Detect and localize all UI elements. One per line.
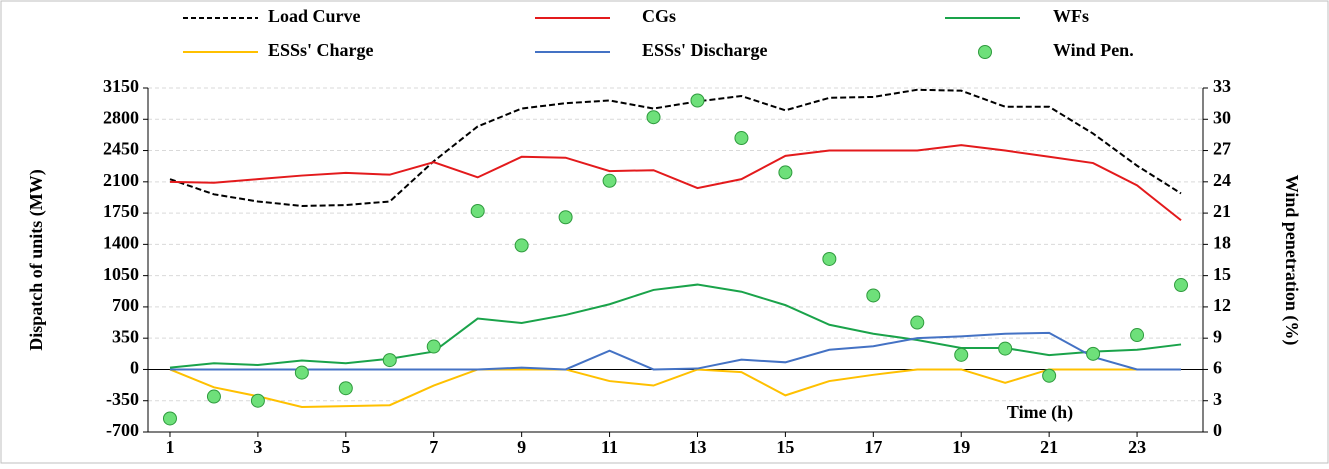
legend-label: Wind Pen.: [1053, 40, 1134, 60]
scatter-point: [778, 165, 793, 180]
scatter-point: [1174, 278, 1189, 293]
scatter-point: [734, 131, 749, 146]
x-tick-label: 11: [601, 437, 618, 457]
scatter-point: [1086, 346, 1101, 361]
series-line: [169, 331, 1182, 371]
y-tick-label: 2100: [103, 170, 139, 190]
scatter-point: [250, 393, 265, 408]
x-tick-label: 17: [864, 437, 882, 457]
scatter-point: [426, 339, 441, 354]
scatter-point: [338, 381, 353, 396]
scatter-point: [602, 173, 617, 188]
y-tick-label: 1050: [103, 264, 139, 284]
x-tick-label: 15: [776, 437, 794, 457]
scatter-point: [206, 389, 221, 404]
series-line: [169, 88, 1182, 207]
y2-tick-label: 9: [1213, 326, 1222, 346]
y2-tick-label: 21: [1213, 201, 1231, 221]
y-axis-title: Dispatch of units (MW): [26, 169, 47, 351]
y-tick-label: 700: [112, 295, 139, 315]
y-tick-label: 0: [130, 358, 139, 378]
y2-tick-label: 18: [1213, 232, 1231, 252]
x-tick-label: 9: [517, 437, 526, 457]
scatter-point: [162, 411, 177, 426]
y2-tick-label: 33: [1213, 76, 1231, 96]
y2-tick-label: 12: [1213, 295, 1231, 315]
legend-label: ESSs' Charge: [268, 40, 374, 60]
legend-label: CGs: [642, 6, 676, 26]
legend-label: ESSs' Discharge: [642, 40, 768, 60]
scatter-point: [998, 341, 1013, 356]
x-tick-label: 5: [341, 437, 350, 457]
x-tick-label: 19: [952, 437, 970, 457]
y-tick-label: 1750: [103, 201, 139, 221]
legend-label: Load Curve: [268, 6, 361, 26]
scatter-point: [690, 93, 705, 108]
series-line: [169, 283, 1182, 369]
x-tick-label: 23: [1128, 437, 1146, 457]
scatter-point: [954, 347, 969, 362]
x-tick-label: 7: [429, 437, 438, 457]
series-line: [169, 368, 1182, 408]
x-tick-label: 21: [1040, 437, 1058, 457]
y-tick-label: -350: [106, 389, 139, 409]
y2-tick-label: 30: [1213, 107, 1231, 127]
y-tick-label: 3150: [103, 76, 139, 96]
scatter-point: [558, 210, 573, 225]
legend-label: WFs: [1053, 6, 1089, 26]
scatter-point: [1130, 328, 1145, 343]
x-axis-title: Time (h): [1007, 402, 1073, 423]
scatter-point: [910, 315, 925, 330]
scatter-point: [470, 204, 485, 219]
x-tick-label: 1: [165, 437, 174, 457]
y2-tick-label: 6: [1213, 358, 1222, 378]
scatter-point: [294, 365, 309, 380]
y2-tick-label: 24: [1213, 170, 1231, 190]
y2-tick-label: 0: [1213, 420, 1222, 440]
y-tick-label: 2800: [103, 107, 139, 127]
y2-tick-label: 15: [1213, 264, 1231, 284]
y2-tick-label: 3: [1213, 389, 1222, 409]
legend-marker: [978, 45, 992, 59]
x-tick-label: 13: [688, 437, 706, 457]
series-line: [169, 144, 1182, 222]
y-tick-label: 350: [112, 326, 139, 346]
scatter-point: [646, 110, 661, 125]
scatter-point: [382, 353, 397, 368]
y-tick-label: 2450: [103, 139, 139, 159]
y2-tick-label: 27: [1213, 139, 1231, 159]
scatter-point: [1042, 368, 1057, 383]
y-tick-label: -700: [106, 420, 139, 440]
scatter-point: [822, 251, 837, 266]
scatter-point: [514, 238, 529, 253]
y-tick-label: 1400: [103, 232, 139, 252]
y2-axis-title: Wind penetration (%): [1281, 175, 1302, 346]
x-tick-label: 3: [253, 437, 262, 457]
scatter-point: [866, 288, 881, 303]
